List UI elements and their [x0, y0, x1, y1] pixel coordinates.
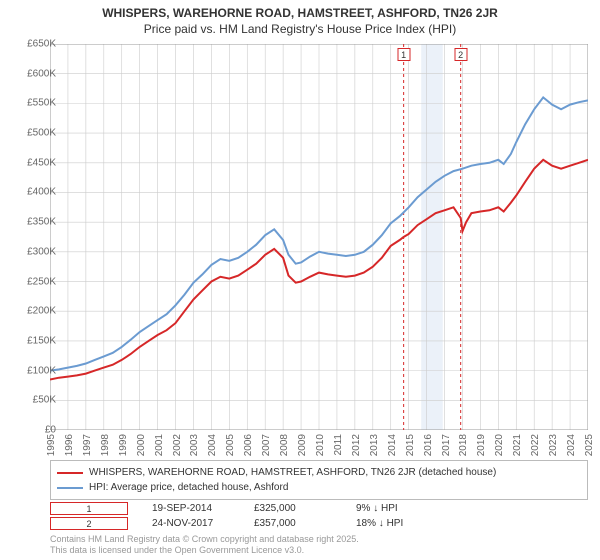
y-tick-label: £450K — [27, 157, 56, 168]
x-tick-label: 2024 — [566, 434, 577, 456]
chart-marker-1: 1 — [397, 48, 410, 61]
x-tick-label: 2012 — [351, 434, 362, 456]
x-tick-label: 2017 — [441, 434, 452, 456]
x-tick-label: 1999 — [118, 434, 129, 456]
legend-swatch-hpi — [57, 487, 83, 489]
x-tick-label: 2000 — [136, 434, 147, 456]
chart-area: 12 — [50, 44, 588, 430]
sales-table: 1 19-SEP-2014 £325,000 9% ↓ HPI 2 24-NOV… — [50, 500, 434, 530]
x-tick-label: 2010 — [315, 434, 326, 456]
x-tick-label: 2009 — [297, 434, 308, 456]
x-tick-label: 2011 — [333, 434, 344, 456]
sale-marker-1: 1 — [50, 502, 128, 515]
x-tick-label: 2021 — [512, 434, 523, 456]
y-tick-label: £150K — [27, 335, 56, 346]
y-tick-label: £250K — [27, 276, 56, 287]
x-tick-label: 2019 — [476, 434, 487, 456]
footnote-line2: This data is licensed under the Open Gov… — [50, 545, 359, 556]
x-tick-label: 2013 — [369, 434, 380, 456]
x-tick-label: 2020 — [494, 434, 505, 456]
x-tick-label: 2016 — [423, 434, 434, 456]
y-tick-label: £600K — [27, 68, 56, 79]
footnote-line1: Contains HM Land Registry data © Crown c… — [50, 534, 359, 545]
sale-date-1: 19-SEP-2014 — [152, 503, 230, 514]
y-tick-label: £100K — [27, 365, 56, 376]
legend-row-hpi: HPI: Average price, detached house, Ashf… — [57, 480, 581, 495]
chart-container: WHISPERS, WAREHORNE ROAD, HAMSTREET, ASH… — [0, 0, 600, 560]
legend-label-hpi: HPI: Average price, detached house, Ashf… — [89, 480, 288, 495]
x-tick-label: 1997 — [82, 434, 93, 456]
x-tick-label: 2005 — [225, 434, 236, 456]
y-tick-label: £200K — [27, 306, 56, 317]
x-tick-label: 2002 — [172, 434, 183, 456]
legend: WHISPERS, WAREHORNE ROAD, HAMSTREET, ASH… — [50, 460, 588, 500]
x-tick-label: 1995 — [46, 434, 57, 456]
sale-marker-2: 2 — [50, 517, 128, 530]
chart-marker-2: 2 — [454, 48, 467, 61]
x-tick-label: 2004 — [207, 434, 218, 456]
x-tick-label: 2001 — [154, 434, 165, 456]
x-tick-label: 2008 — [279, 434, 290, 456]
y-tick-label: £500K — [27, 128, 56, 139]
sale-price-2: £357,000 — [254, 518, 332, 529]
y-tick-label: £550K — [27, 98, 56, 109]
title-address: WHISPERS, WAREHORNE ROAD, HAMSTREET, ASH… — [0, 6, 600, 20]
x-tick-label: 2023 — [548, 434, 559, 456]
title-block: WHISPERS, WAREHORNE ROAD, HAMSTREET, ASH… — [0, 0, 600, 36]
sale-price-1: £325,000 — [254, 503, 332, 514]
x-tick-label: 2022 — [530, 434, 541, 456]
sales-row-1: 1 19-SEP-2014 £325,000 9% ↓ HPI — [50, 502, 434, 515]
x-tick-label: 2003 — [189, 434, 200, 456]
y-tick-label: £650K — [27, 39, 56, 50]
x-tick-label: 1998 — [100, 434, 111, 456]
chart-svg — [50, 44, 588, 430]
y-tick-label: £350K — [27, 217, 56, 228]
legend-row-property: WHISPERS, WAREHORNE ROAD, HAMSTREET, ASH… — [57, 465, 581, 480]
sale-delta-2: 18% ↓ HPI — [356, 518, 434, 529]
sale-date-2: 24-NOV-2017 — [152, 518, 230, 529]
legend-label-property: WHISPERS, WAREHORNE ROAD, HAMSTREET, ASH… — [89, 465, 496, 480]
x-tick-label: 2025 — [584, 434, 595, 456]
x-tick-label: 2014 — [387, 434, 398, 456]
legend-swatch-property — [57, 472, 83, 474]
title-subtitle: Price paid vs. HM Land Registry's House … — [0, 22, 600, 36]
sale-delta-1: 9% ↓ HPI — [356, 503, 434, 514]
footnote: Contains HM Land Registry data © Crown c… — [50, 534, 359, 556]
x-tick-label: 2006 — [243, 434, 254, 456]
x-tick-label: 2007 — [261, 434, 272, 456]
sales-row-2: 2 24-NOV-2017 £357,000 18% ↓ HPI — [50, 517, 434, 530]
x-tick-label: 1996 — [64, 434, 75, 456]
x-tick-label: 2018 — [458, 434, 469, 456]
y-tick-label: £400K — [27, 187, 56, 198]
y-tick-label: £50K — [33, 395, 56, 406]
x-tick-label: 2015 — [405, 434, 416, 456]
y-tick-label: £300K — [27, 246, 56, 257]
